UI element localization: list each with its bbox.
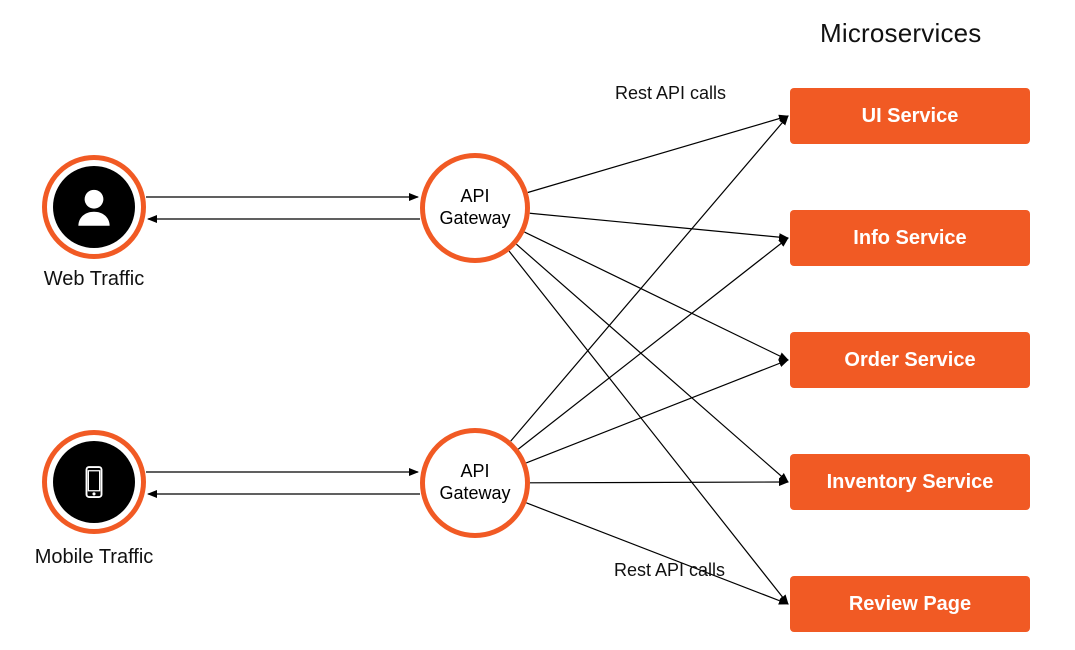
edge bbox=[516, 244, 788, 482]
diagram-title: Microservices bbox=[820, 18, 982, 49]
traffic-node-web bbox=[42, 155, 146, 259]
service-node-svc-review: Review Page bbox=[790, 576, 1030, 632]
gateway-node-gw-top: API Gateway bbox=[420, 153, 530, 263]
service-node-svc-inventory: Inventory Service bbox=[790, 454, 1030, 510]
gateway-node-gw-bottom: API Gateway bbox=[420, 428, 530, 538]
edge bbox=[518, 238, 788, 449]
mobile-icon bbox=[53, 441, 135, 523]
traffic-node-mobile bbox=[42, 430, 146, 534]
service-node-svc-ui: UI Service bbox=[790, 88, 1030, 144]
traffic-caption-web: Web Traffic bbox=[44, 268, 144, 291]
service-node-svc-info: Info Service bbox=[790, 210, 1030, 266]
edge bbox=[530, 213, 788, 238]
gateway-label: API Gateway bbox=[439, 186, 510, 229]
annotation-rest-bottom: Rest API calls bbox=[614, 560, 725, 581]
annotation-rest-top: Rest API calls bbox=[615, 83, 726, 104]
traffic-caption-mobile: Mobile Traffic bbox=[35, 546, 154, 569]
edge bbox=[511, 116, 788, 441]
architecture-diagram: Microservices Rest API calls Rest API cal… bbox=[0, 0, 1075, 650]
service-node-svc-order: Order Service bbox=[790, 332, 1030, 388]
user-icon bbox=[53, 166, 135, 248]
edge bbox=[528, 116, 788, 192]
gateway-label: API Gateway bbox=[439, 461, 510, 504]
edge bbox=[509, 251, 788, 604]
edge bbox=[530, 482, 788, 483]
